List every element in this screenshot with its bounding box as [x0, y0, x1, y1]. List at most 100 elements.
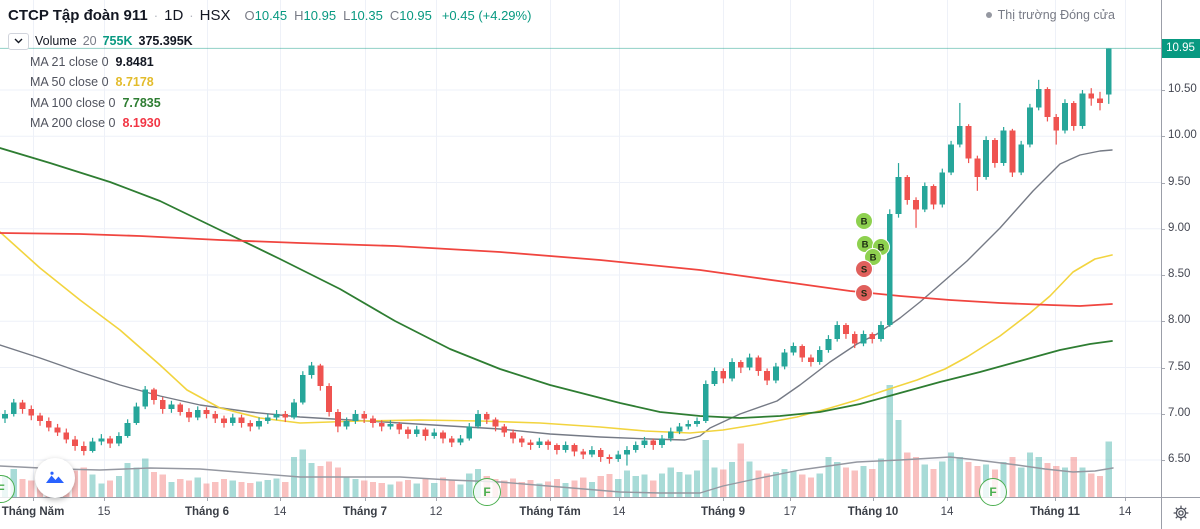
volume-bar	[956, 456, 963, 497]
candle-body	[115, 435, 122, 444]
volume-bar	[220, 479, 228, 497]
candle-body	[10, 402, 17, 414]
candle-body	[238, 417, 245, 423]
axis-vertical-border	[1161, 0, 1162, 529]
volume-bar	[755, 470, 762, 497]
time-axis-label: 17	[783, 506, 797, 518]
candle-body	[343, 421, 350, 427]
candle-body	[89, 441, 96, 451]
volume-bar	[597, 476, 604, 497]
candle-body	[580, 451, 587, 455]
candle-body	[151, 389, 157, 400]
candle-body	[466, 426, 473, 439]
volume-bar	[939, 461, 946, 497]
candle-body	[422, 429, 429, 436]
candle-body	[965, 126, 972, 159]
candle-body	[790, 346, 797, 353]
candle-body	[764, 371, 771, 381]
volume-bar	[1026, 452, 1034, 497]
financial-event-marker[interactable]: F	[979, 478, 1007, 506]
price-axis[interactable]: 10.50 10.00 9.50 9.00 8.50 8.00 7.50 7.00 6.50 10…	[1161, 0, 1200, 497]
volume-bar	[238, 482, 245, 497]
candle-body	[1053, 116, 1060, 131]
buy-signal-marker[interactable]: B	[856, 235, 874, 253]
volume-bar	[553, 479, 560, 497]
volume-bar	[545, 481, 552, 497]
volume-bar	[1079, 467, 1086, 497]
volume-bar	[869, 468, 876, 497]
volume-bar	[501, 480, 508, 497]
volume-bar	[168, 482, 175, 497]
volume-bar	[255, 481, 263, 497]
volume-bar	[536, 483, 543, 497]
candle-body	[694, 421, 700, 424]
price-tick	[1161, 367, 1165, 369]
volume-bar	[921, 464, 928, 497]
candle-body	[256, 421, 262, 427]
volume-bar	[229, 480, 236, 497]
time-axis-label: 15	[97, 506, 111, 518]
candle-body	[186, 411, 192, 418]
volume-bar	[28, 480, 35, 497]
volume-bar	[606, 474, 613, 497]
volume-bar	[667, 467, 674, 497]
volume-bar	[203, 483, 210, 497]
candle-body	[737, 361, 744, 368]
volume-bar	[974, 465, 981, 497]
candle-body	[685, 423, 692, 427]
volume-bar	[851, 470, 858, 497]
svg-text:B: B	[861, 216, 868, 227]
time-tick	[365, 497, 366, 501]
volume-bar	[860, 465, 867, 497]
legend-collapse-button[interactable]	[8, 32, 29, 50]
candle-body	[334, 411, 341, 427]
gear-icon[interactable]	[1173, 505, 1189, 521]
financial-event-marker[interactable]: F	[473, 478, 501, 506]
volume-bar	[580, 477, 587, 497]
time-tick	[104, 497, 105, 501]
time-axis-label: Tháng 10	[847, 506, 899, 518]
time-tick	[619, 497, 620, 501]
volume-bar	[404, 479, 412, 497]
market-status-dot-icon	[985, 12, 992, 18]
volume-bar	[930, 468, 937, 497]
volume-bar	[361, 480, 368, 497]
volume-bar	[764, 473, 771, 497]
price-tick	[1161, 182, 1165, 184]
time-axis[interactable]: Tháng Năm 15 Tháng 6 14 Tháng 7 12 Tháng Tám 14…	[0, 497, 1161, 529]
time-axis-label: Tháng 11	[1030, 506, 1080, 518]
volume-bar	[965, 462, 972, 497]
candle-body	[168, 404, 175, 410]
candle-body	[431, 432, 438, 436]
volume-bar	[343, 477, 350, 497]
time-tick	[280, 497, 281, 501]
volume-bar	[212, 482, 219, 497]
candle-body	[650, 440, 657, 446]
volume-bar	[1035, 456, 1042, 497]
buy-signal-marker[interactable]: B	[855, 212, 873, 230]
volume-bar	[71, 470, 79, 497]
candle-body	[177, 404, 184, 412]
volume-bar	[947, 452, 955, 497]
candle-body	[720, 371, 727, 379]
candle-body	[606, 457, 613, 460]
svg-text:B: B	[878, 242, 885, 253]
candle-body	[948, 144, 954, 173]
volume-bar	[886, 385, 893, 497]
candle-body	[72, 439, 78, 447]
volume-bar	[264, 479, 271, 497]
buy-signal-marker[interactable]: B	[864, 248, 882, 266]
sell-signal-marker[interactable]: S	[855, 284, 873, 302]
candle-body	[843, 324, 849, 335]
sell-signal-marker[interactable]: S	[855, 260, 873, 278]
candle-body	[974, 158, 981, 177]
volume-bar	[728, 462, 736, 497]
candle-body	[825, 338, 832, 350]
snapshot-logo-button[interactable]	[35, 458, 75, 498]
volume-bar	[334, 467, 341, 497]
candle-body	[983, 139, 990, 177]
candle-body	[860, 334, 867, 344]
candle-body	[597, 449, 604, 458]
